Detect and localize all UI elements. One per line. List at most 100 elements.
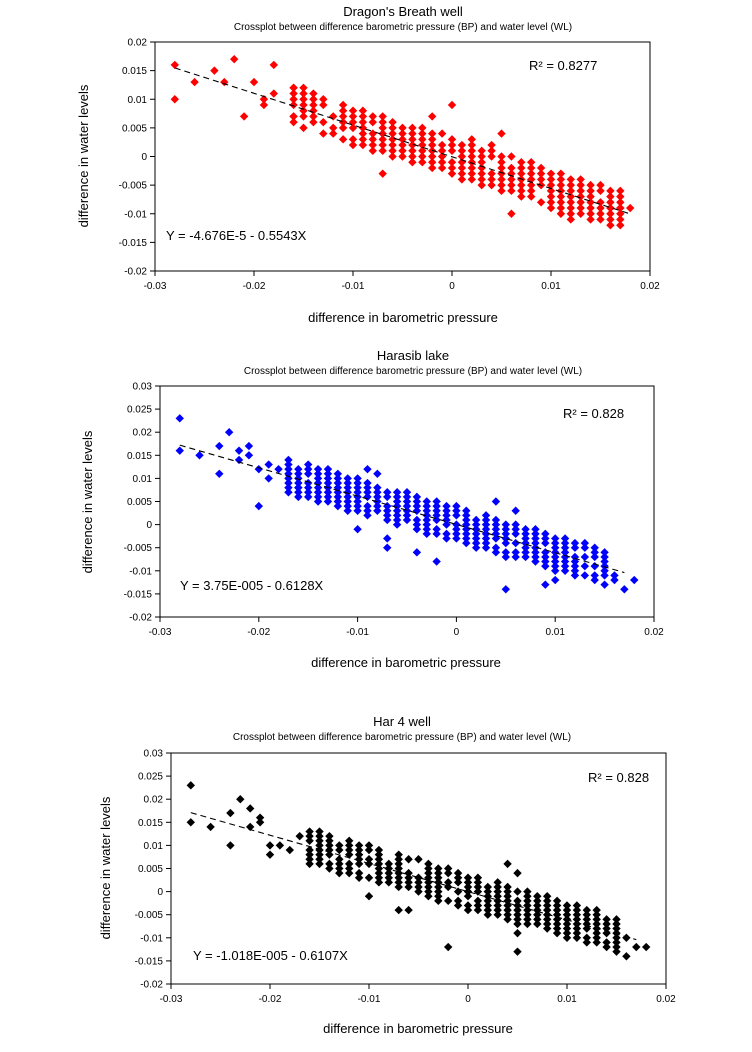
y-tick-label: 0.01: [133, 474, 153, 485]
data-point: [392, 492, 402, 502]
data-point: [487, 146, 496, 155]
data-point: [408, 140, 417, 150]
data-point: [473, 873, 483, 882]
data-point: [551, 552, 560, 562]
data-point: [531, 548, 540, 557]
x-tick-label: 0.02: [644, 627, 664, 638]
data-point: [373, 469, 382, 478]
data-point: [556, 192, 566, 201]
data-point: [230, 54, 239, 64]
data-point: [333, 501, 343, 511]
data-point: [536, 163, 546, 173]
data-point: [299, 95, 308, 104]
data-point: [541, 557, 550, 566]
data-point: [620, 585, 629, 594]
data-point: [329, 112, 338, 121]
data-point: [285, 845, 294, 855]
data-point: [600, 557, 609, 566]
data-point: [264, 474, 273, 483]
data-point: [373, 488, 382, 497]
y-tick-label: 0.015: [122, 66, 147, 77]
x-tick-label: 0.01: [557, 994, 577, 1005]
data-point: [447, 158, 457, 167]
data-point: [249, 77, 259, 87]
data-point: [384, 864, 393, 873]
data-point: [404, 868, 413, 878]
data-point: [305, 827, 314, 836]
data-point: [299, 89, 308, 98]
data-point: [531, 552, 540, 562]
data-point: [358, 123, 368, 133]
data-point: [412, 501, 422, 511]
data-point: [556, 203, 566, 213]
data-point: [616, 186, 625, 196]
data-point: [533, 915, 542, 924]
data-point: [353, 506, 362, 515]
data-point: [493, 878, 502, 887]
data-point: [353, 501, 362, 511]
data-point: [313, 497, 323, 506]
x-tick-label: -0.02: [259, 994, 282, 1005]
data-point: [457, 163, 467, 173]
data-point: [437, 158, 447, 167]
data-point: [364, 873, 374, 882]
data-point: [590, 571, 599, 580]
data-point: [560, 566, 570, 575]
data-point: [424, 859, 433, 869]
data-point: [497, 180, 506, 190]
data-point: [325, 831, 334, 841]
data-point: [206, 822, 215, 832]
data-point: [408, 123, 417, 133]
data-point: [541, 538, 550, 548]
data-point: [453, 868, 463, 878]
data-point: [353, 497, 362, 506]
y-tick-label: 0.025: [138, 772, 163, 783]
data-point: [551, 561, 560, 571]
data-points: [175, 414, 639, 594]
data-point: [447, 169, 457, 178]
y-tick-label: 0: [146, 520, 152, 531]
y-tick-label: -0.005: [124, 543, 153, 554]
data-point: [363, 488, 372, 497]
data-point: [170, 95, 179, 104]
data-point: [402, 492, 412, 502]
data-point: [541, 534, 550, 543]
data-point: [392, 506, 402, 515]
data-point: [428, 140, 437, 150]
data-point: [348, 140, 358, 150]
data-point: [566, 192, 575, 201]
data-point: [432, 497, 441, 506]
data-point: [531, 534, 540, 543]
chart-subtitle: Crossplot between difference barometric …: [233, 732, 571, 743]
regression-equation: Y = 3.75E-005 - 0.6128X: [180, 578, 324, 593]
y-tick-label: -0.005: [135, 910, 164, 921]
data-point: [343, 488, 352, 497]
data-point: [527, 175, 536, 184]
data-point: [398, 152, 407, 161]
data-point: [343, 492, 352, 502]
data-point: [452, 501, 461, 511]
data-point: [353, 474, 362, 483]
data-point: [536, 198, 546, 207]
data-point: [373, 483, 382, 492]
r-squared-label: R² = 0.8277: [529, 58, 597, 73]
data-point: [398, 140, 407, 150]
data-point: [582, 905, 591, 915]
data-point: [404, 855, 413, 864]
data-point: [294, 474, 303, 483]
data-point: [432, 506, 441, 515]
data-point: [289, 95, 298, 104]
data-point: [513, 896, 522, 906]
data-point: [323, 488, 333, 497]
data-point: [560, 561, 570, 571]
data-point: [348, 106, 358, 115]
data-point: [533, 919, 542, 929]
data-point: [616, 209, 625, 218]
data-point: [462, 515, 471, 525]
data-point: [590, 543, 599, 552]
y-tick-label: -0.01: [129, 566, 152, 577]
data-point: [319, 117, 328, 127]
data-point: [304, 460, 313, 469]
data-point: [289, 117, 298, 127]
data-point: [551, 538, 560, 548]
